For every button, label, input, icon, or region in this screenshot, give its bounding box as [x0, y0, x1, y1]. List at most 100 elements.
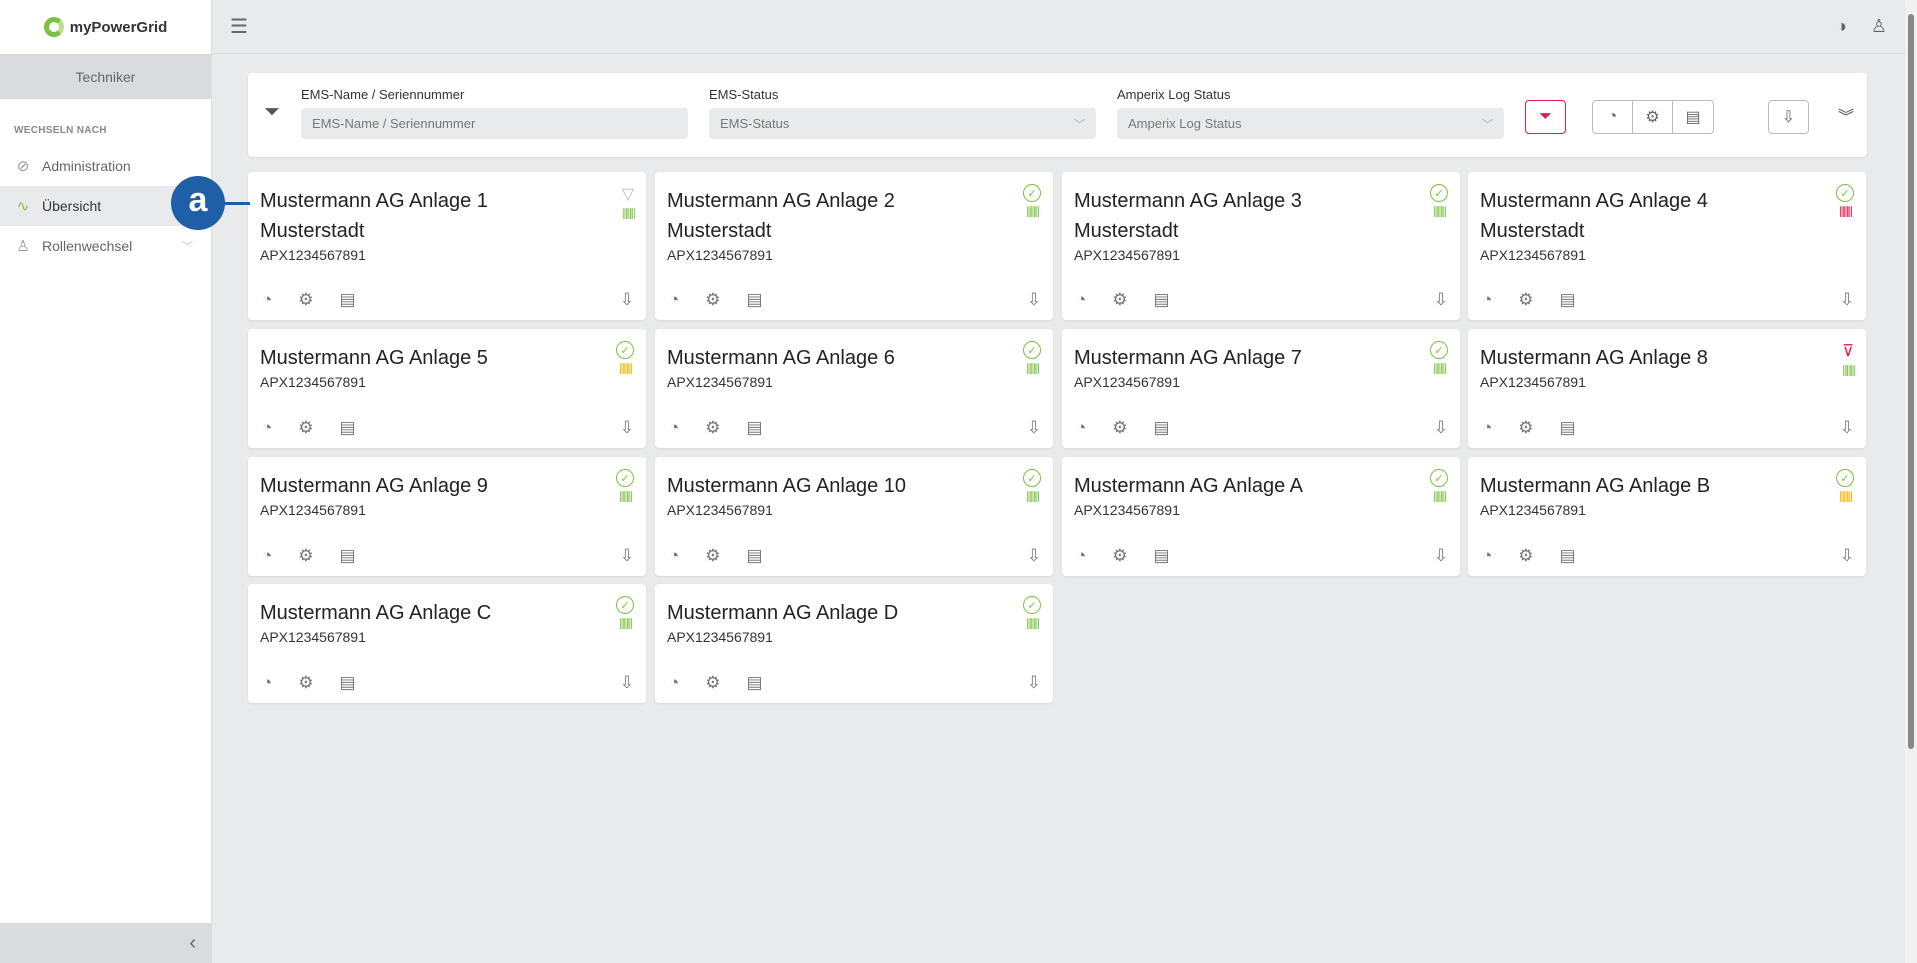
gear-icon[interactable]: ⚙: [1112, 546, 1128, 565]
dashboard-icon[interactable]: ◔: [1076, 546, 1087, 565]
gear-icon[interactable]: ⚙: [705, 418, 721, 437]
cloud-download-icon[interactable]: ⇩: [1433, 290, 1448, 309]
gear-icon[interactable]: ⚙: [298, 673, 314, 692]
ems-name-input[interactable]: EMS-Name / Seriennummer: [301, 108, 688, 139]
dashboard-icon[interactable]: ◔: [669, 290, 680, 309]
gear-icon[interactable]: ⚙: [705, 673, 721, 692]
log-status-icon: ⫴⫴⫴: [619, 361, 633, 377]
gear-icon[interactable]: ⚙: [1112, 418, 1128, 437]
callout-line: [224, 202, 250, 205]
gear-icon[interactable]: ⚙: [1518, 546, 1534, 565]
gear-icon[interactable]: ⚙: [1518, 418, 1534, 437]
system-card[interactable]: Mustermann AG Anlage 1 Musterstadt APX1234…: [248, 172, 646, 320]
table-icon[interactable]: ▤: [746, 546, 763, 565]
gear-icon[interactable]: ⚙: [1112, 290, 1128, 309]
table-icon[interactable]: ▤: [339, 673, 356, 692]
system-card[interactable]: Mustermann AG Anlage A APX1234567891 ✓ ⫴⫴⫴…: [1062, 457, 1460, 576]
dashboard-icon[interactable]: ◔: [262, 290, 273, 309]
system-card[interactable]: Mustermann AG Anlage B APX1234567891 ✓ ⫴⫴⫴…: [1468, 457, 1866, 576]
connection-offline-icon: ⊽: [1842, 343, 1854, 360]
system-card[interactable]: Mustermann AG Anlage 7 APX1234567891 ✓ ⫴⫴⫴…: [1062, 329, 1460, 448]
system-card[interactable]: Mustermann AG Anlage C APX1234567891 ✓ ⫴⫴⫴…: [248, 584, 646, 703]
clear-filter-button[interactable]: ⏷: [1525, 100, 1566, 134]
log-status-icon: ⫴⫴⫴: [619, 616, 633, 632]
dashboard-icon[interactable]: ◔: [669, 546, 680, 565]
dashboard-icon[interactable]: ◔: [669, 418, 680, 437]
dashboard-icon[interactable]: ◔: [1593, 101, 1633, 133]
logo-icon: [43, 17, 64, 37]
gear-icon[interactable]: ⚙: [298, 290, 314, 309]
cloud-download-icon[interactable]: ⇩: [1026, 673, 1041, 692]
dashboard-icon[interactable]: ◔: [1076, 418, 1087, 437]
system-card[interactable]: Mustermann AG Anlage 9 APX1234567891 ✓ ⫴⫴⫴…: [248, 457, 646, 576]
system-card[interactable]: Mustermann AG Anlage 2 Musterstadt APX1234…: [655, 172, 1053, 320]
menu-icon[interactable]: ☰: [230, 16, 248, 38]
table-icon[interactable]: ▤: [1559, 546, 1576, 565]
gear-icon[interactable]: ⚙: [298, 546, 314, 565]
cloud-download-icon[interactable]: ⇩: [619, 418, 634, 437]
table-icon[interactable]: ▤: [1153, 546, 1170, 565]
table-icon[interactable]: ▤: [339, 546, 356, 565]
ems-status-select[interactable]: EMS-Status ﹀: [709, 108, 1096, 139]
system-card[interactable]: Mustermann AG Anlage 5 APX1234567891 ✓ ⫴⫴⫴…: [248, 329, 646, 448]
gear-icon[interactable]: ⚙: [705, 546, 721, 565]
dashboard-icon[interactable]: ◔: [1482, 546, 1493, 565]
cloud-download-icon[interactable]: ⇩: [1026, 418, 1041, 437]
filter-panel: ⏷ EMS-Name / Seriennummer EMS-Name / Seri…: [248, 73, 1867, 157]
chart-icon: ∿: [16, 198, 30, 215]
table-icon[interactable]: ▤: [746, 290, 763, 309]
gear-icon[interactable]: ⚙: [1633, 101, 1673, 133]
system-card[interactable]: Mustermann AG Anlage 8 APX1234567891 ⊽ ⫴⫴⫴…: [1468, 329, 1866, 448]
log-status-select[interactable]: Amperix Log Status ﹀: [1117, 108, 1504, 139]
cloud-download-icon[interactable]: ⇩: [619, 290, 634, 309]
cloud-download-icon[interactable]: ⇩: [1839, 418, 1854, 437]
download-all-button[interactable]: ⇩: [1768, 100, 1809, 134]
gear-icon[interactable]: ⚙: [1518, 290, 1534, 309]
card-serial: APX1234567891: [1480, 247, 1586, 263]
card-title: Mustermann AG Anlage 7: [1074, 347, 1302, 369]
system-card[interactable]: Mustermann AG Anlage 10 APX1234567891 ✓ ⫴⫴…: [655, 457, 1053, 576]
table-icon[interactable]: ▤: [1153, 290, 1170, 309]
table-icon[interactable]: ▤: [1685, 109, 1701, 126]
dashboard-icon[interactable]: ◔: [262, 418, 273, 437]
cloud-download-icon[interactable]: ⇩: [1839, 290, 1854, 309]
system-card[interactable]: Mustermann AG Anlage 3 Musterstadt APX1234…: [1062, 172, 1460, 320]
logo[interactable]: myPowerGrid: [0, 0, 211, 54]
system-card[interactable]: Mustermann AG Anlage 6 APX1234567891 ✓ ⫴⫴⫴…: [655, 329, 1053, 448]
table-icon[interactable]: ▤: [339, 418, 356, 437]
cloud-download-icon[interactable]: ⇩: [1839, 546, 1854, 565]
scrollbar[interactable]: [1905, 0, 1917, 963]
gear-icon[interactable]: ⚙: [298, 418, 314, 437]
card-city: Musterstadt: [1480, 220, 1585, 242]
expand-icon[interactable]: ︾: [1838, 109, 1855, 126]
scrollbar-thumb[interactable]: [1908, 14, 1914, 749]
cloud-download-icon[interactable]: ⇩: [1433, 546, 1448, 565]
table-icon[interactable]: ▤: [1559, 290, 1576, 309]
cloud-download-icon[interactable]: ⇩: [619, 546, 634, 565]
cloud-download-icon[interactable]: ⇩: [619, 673, 634, 692]
table-icon[interactable]: ▤: [746, 418, 763, 437]
theme-toggle-icon[interactable]: ◑: [1835, 16, 1847, 36]
system-card[interactable]: Mustermann AG Anlage 4 Musterstadt APX1234…: [1468, 172, 1866, 320]
sidebar-item-rollenwechsel[interactable]: ♙ Rollenwechsel ﹀: [0, 226, 211, 266]
dashboard-icon[interactable]: ◔: [669, 673, 680, 692]
cloud-download-icon[interactable]: ⇩: [1433, 418, 1448, 437]
dashboard-icon[interactable]: ◔: [262, 673, 273, 692]
dashboard-icon[interactable]: ◔: [1076, 290, 1087, 309]
table-icon[interactable]: ▤: [746, 673, 763, 692]
user-icon[interactable]: ♙: [1870, 16, 1887, 36]
table-icon[interactable]: ▤: [1153, 418, 1170, 437]
cloud-download-icon[interactable]: ⇩: [1026, 546, 1041, 565]
filter-clear-icon: ⏷: [1539, 108, 1552, 125]
log-status-icon: ⫴⫴⫴: [1839, 489, 1853, 505]
cloud-download-icon[interactable]: ⇩: [1026, 290, 1041, 309]
dashboard-icon[interactable]: ◔: [1482, 290, 1493, 309]
gear-icon[interactable]: ⚙: [705, 290, 721, 309]
table-icon[interactable]: ▤: [339, 290, 356, 309]
dashboard-icon[interactable]: ◔: [1482, 418, 1493, 437]
table-icon[interactable]: ▤: [1559, 418, 1576, 437]
system-card[interactable]: Mustermann AG Anlage D APX1234567891 ✓ ⫴⫴⫴…: [655, 584, 1053, 703]
collapse-sidebar-button[interactable]: ‹: [0, 923, 212, 963]
sidebar-item-administration[interactable]: ⊘ Administration: [0, 146, 211, 186]
dashboard-icon[interactable]: ◔: [262, 546, 273, 565]
